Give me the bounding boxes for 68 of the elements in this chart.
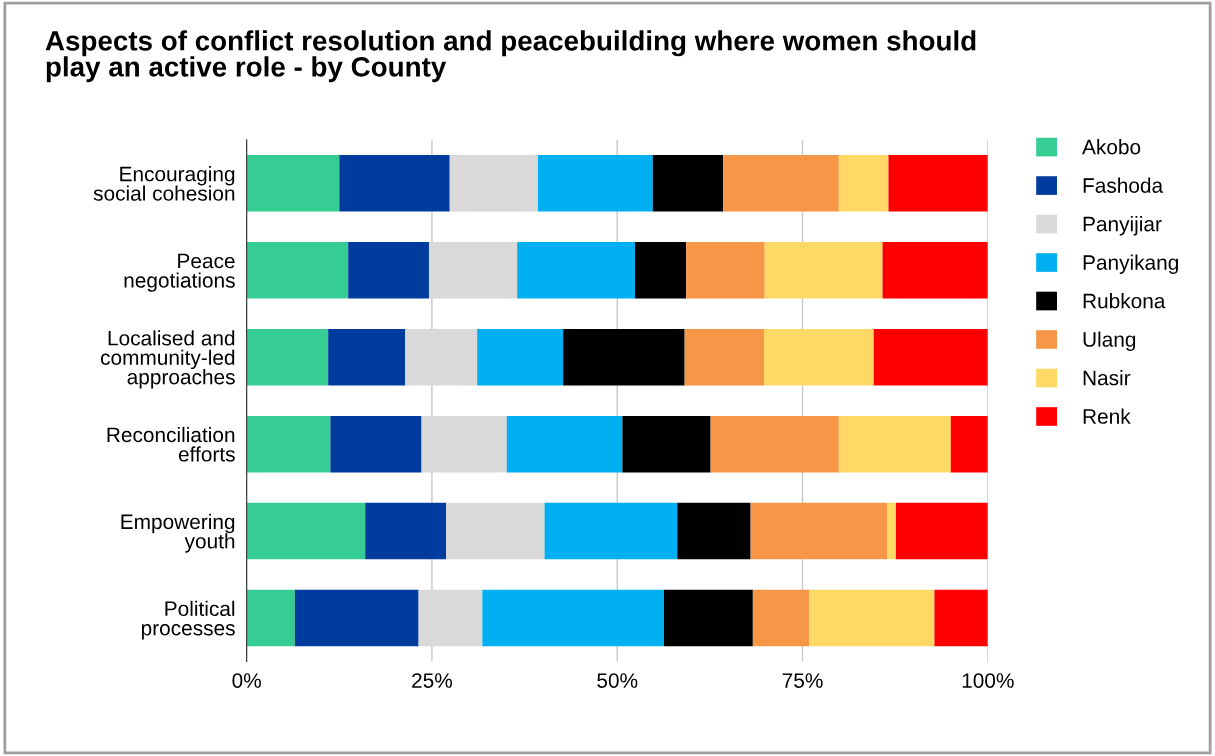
bar <box>449 155 538 212</box>
bar <box>752 589 810 647</box>
y-tick-label: Encouraging social cohesion <box>93 166 235 201</box>
legend-label: Rubkona <box>1083 293 1166 309</box>
bar <box>873 328 988 386</box>
bar <box>330 415 422 473</box>
bar <box>950 415 988 473</box>
bar <box>246 328 329 386</box>
bar <box>750 502 887 560</box>
legend-label: Akobo <box>1082 139 1141 155</box>
y-tick-label: Reconciliation efforts <box>107 426 235 462</box>
bar <box>677 502 751 560</box>
bar <box>246 415 331 473</box>
bar <box>684 328 764 386</box>
bar <box>421 415 507 473</box>
bar <box>365 502 447 560</box>
bar <box>537 155 653 212</box>
bar <box>652 155 724 212</box>
bar <box>328 328 406 386</box>
legend-label: Panyijiar <box>1083 216 1162 236</box>
bar <box>544 502 678 560</box>
x-tick-label: 0% <box>232 673 261 688</box>
y-tick-label: Political processes <box>141 600 235 640</box>
bar <box>348 242 429 299</box>
bar <box>763 328 874 386</box>
y-tick-label: Empowering youth <box>121 513 235 553</box>
bar <box>663 589 753 647</box>
bar <box>477 328 564 386</box>
bar <box>246 242 349 299</box>
bar <box>339 155 450 212</box>
bar <box>809 589 935 647</box>
bar <box>563 328 685 386</box>
bar <box>418 589 483 647</box>
chart-title: Aspects of conflict resolution and peacebuilding where women should play an active role - by County <box>45 30 976 83</box>
bar <box>622 415 711 473</box>
bar <box>635 242 687 299</box>
legend-label: Fashoda <box>1083 177 1164 193</box>
x-tick-label: 50% <box>597 673 638 688</box>
y-tick-label: Peace negotiations <box>124 253 235 292</box>
legend-label: Nasir <box>1083 370 1131 386</box>
bar <box>882 242 988 299</box>
bar <box>934 589 988 647</box>
x-tick-label: 75% <box>782 673 823 688</box>
legend-label: Ulang <box>1083 331 1136 351</box>
bar <box>246 502 366 560</box>
bar <box>710 415 839 473</box>
bar <box>428 242 518 299</box>
bar <box>405 328 478 386</box>
bar <box>446 502 545 560</box>
bar <box>838 155 889 212</box>
bar <box>517 242 636 299</box>
bar <box>482 589 664 647</box>
x-tick-label: 25% <box>412 673 453 688</box>
x-tick-label: 100% <box>962 673 1014 688</box>
bar <box>888 155 988 212</box>
bar <box>294 589 419 647</box>
bar <box>686 242 765 299</box>
bar <box>506 415 623 473</box>
bar <box>246 155 340 212</box>
bar <box>764 242 883 299</box>
legend-label: Renk <box>1083 408 1131 424</box>
y-tick-label: Localised and community-led approaches <box>100 330 235 389</box>
bar <box>246 589 295 647</box>
bar <box>887 502 896 560</box>
bar <box>723 155 839 212</box>
bar <box>895 502 988 560</box>
bar <box>838 415 951 473</box>
legend-label: Panyikang <box>1083 254 1178 274</box>
